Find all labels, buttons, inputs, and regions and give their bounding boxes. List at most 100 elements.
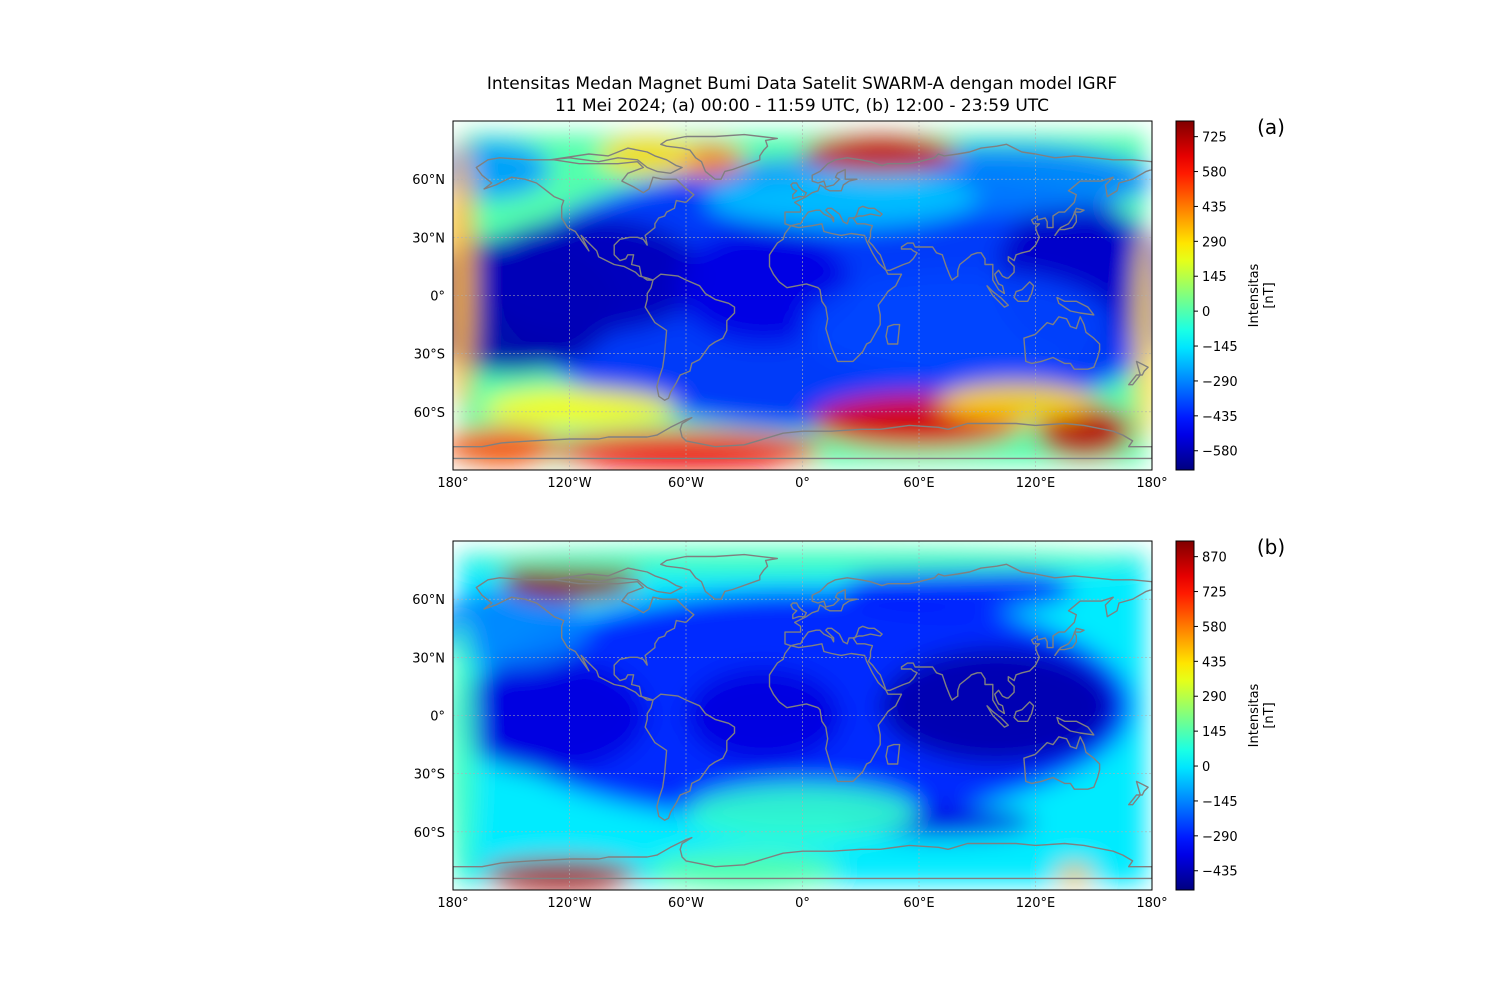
colorbar-tick-label: −145 [1202,795,1238,810]
colorbar: 725 580 435 290 145 0 −145 −290 −435 −580 Intensit… [1175,120,1277,471]
colorbar-label-line1: Intensitas [1247,683,1262,747]
x-tick-label: 180° [437,476,468,491]
y-tick-label: 60°N [412,593,445,608]
coastline [549,567,683,595]
colorbar-tick-label: 870 [1202,551,1227,566]
colorbar-label-line2: [nT] [1262,282,1277,308]
colorbar-tick-label: 580 [1202,166,1227,181]
axes-frame [452,120,1153,471]
coastline [1054,207,1085,237]
coastline [1023,316,1101,370]
colorbar-tick-label: −290 [1202,830,1238,845]
x-tick-label: 120°E [1016,476,1056,491]
coastline [660,133,778,180]
coastline [1056,716,1095,736]
coastlines [453,133,1152,460]
y-tick-label: 60°S [414,406,445,421]
field-anomaly [841,566,1075,613]
y-tick-label: 0° [430,710,445,725]
field-anomaly [453,140,475,412]
colorbar-tick-label: 145 [1202,725,1227,740]
field-anomaly [686,783,919,842]
field-anomaly [453,589,589,668]
coastline [644,693,736,821]
field-anomaly [938,382,1094,422]
y-tick-label: 30°N [412,651,445,666]
coastlines [453,553,1152,880]
panel-a: 180° 120°W 60°W 0° 60°E 120°E 180° 60°N 30°N 0° 30… [412,115,1285,491]
colorbar-tick-label: 725 [1202,131,1227,146]
gridlines [452,121,1153,470]
field-anomaly [1134,227,1152,441]
colorbar-tick-label: −435 [1202,865,1238,880]
coastline [1054,627,1085,657]
colorbar-tick-label: 290 [1202,235,1227,250]
y-tick-label: 0° [430,290,445,305]
colorbar-frame [1175,540,1195,891]
coastline [1056,296,1095,316]
field-anomaly [802,270,1114,379]
coastline [660,553,778,600]
coastline [453,836,1152,880]
coastline [784,143,1152,295]
field-anomaly [453,618,477,890]
y-tick-label: 30°S [414,348,445,363]
x-tick-label: 180° [437,896,468,911]
colorbar-tick-label: 0 [1202,760,1210,775]
colorbar-tick-label: 290 [1202,690,1227,705]
intensity-field [453,546,1152,890]
coastline [644,273,736,401]
coastline [475,157,695,281]
colorbar-label-line2: [nT] [1262,702,1277,728]
y-tick-label: 30°N [412,231,445,246]
colorbar-tick-label: 0 [1202,305,1210,320]
colorbar-label-line1: Intensitas [1247,263,1262,327]
x-tick-label: 180° [1136,476,1167,491]
colorbar-gradient [1176,121,1194,470]
x-tick-label: 120°W [547,896,591,911]
figure-title-line1: Intensitas Medan Magnet Bumi Data Sateli… [486,74,1118,94]
coastline [790,182,808,200]
x-tick-label: 180° [1136,896,1167,911]
y-tick-label: 60°N [412,173,445,188]
coastline [453,416,1152,460]
x-tick-label: 60°W [668,476,704,491]
field-anomaly [705,169,978,228]
coastline [549,147,683,174]
coastline [986,285,1009,308]
colorbar: 870 725 580 435 290 145 0 −145 −290 −435 Intensita… [1175,540,1277,891]
field-anomaly [686,667,842,764]
field-anomaly [1054,864,1094,885]
intensity-field [453,133,1152,470]
figure-title-line2: 11 Mei 2024; (a) 00:00 - 11:59 UTC, (b) … [554,96,1050,116]
coastline [1013,701,1035,722]
colorbar-tick-label: −435 [1202,410,1238,425]
coastline [784,563,1152,715]
field-anomaly [482,858,638,890]
colorbar-tick-label: 145 [1202,270,1227,285]
coastline [1023,736,1101,790]
colorbar-tick-label: 725 [1202,586,1227,601]
coastline [1128,780,1149,806]
x-tick-label: 60°E [903,476,934,491]
y-tick-label: 60°S [414,826,445,841]
coastline [1013,281,1035,302]
colorbar-tick-label: −580 [1202,445,1238,460]
y-tick-label: 30°S [414,768,445,783]
x-tick-label: 0° [795,476,810,491]
colorbar-tick-label: 435 [1202,655,1227,670]
field-anomaly [472,217,706,335]
x-tick-label: 120°W [547,476,591,491]
axes-frame [452,540,1153,891]
field-anomaly [453,546,1152,574]
panel-b: 180° 120°W 60°W 0° 60°E 120°E 180° 60°N 30°N 0° 30… [412,535,1285,911]
colorbar-tick-label: 580 [1202,620,1227,635]
x-tick-label: 0° [795,896,810,911]
coastline [885,323,901,345]
field-anomaly [453,427,560,467]
panel-label: (b) [1257,535,1285,559]
coastline [475,577,695,701]
field-anomaly [453,140,551,199]
colorbar-tick-label: −145 [1202,340,1238,355]
